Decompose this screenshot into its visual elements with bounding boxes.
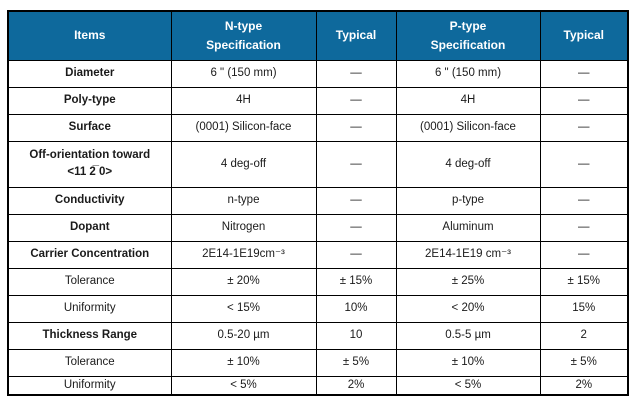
cell-poly-type-n-typical: —	[315, 86, 397, 115]
cell-uniformity-concentration-p-typical: 15%	[539, 294, 629, 323]
row-label-tolerance-concentration: Tolerance	[7, 267, 172, 296]
cell-surface-p-spec: (0001) Silicon-face	[395, 113, 541, 142]
row-label-uniformity-thickness: Uniformity	[7, 375, 172, 396]
cell-off-orientation-n-spec: 4 deg-off	[170, 140, 317, 188]
row-off-orientation: Off-orientation toward <11 2̅ 0> 4 deg-o…	[7, 140, 629, 188]
row-surface: Surface (0001) Silicon-face — (0001) Sil…	[7, 113, 629, 142]
row-label-carrier-concentration: Carrier Concentration	[7, 240, 172, 269]
cell-thickness-range-p-typical: 2	[539, 321, 629, 350]
col-header-n-type-line2: Specification	[206, 37, 281, 52]
cell-uniformity-concentration-n-spec: < 15%	[170, 294, 317, 323]
cell-carrier-concentration-n-typical: —	[315, 240, 397, 269]
cell-conductivity-n-typical: —	[315, 186, 397, 215]
cell-off-orientation-n-typical: —	[315, 140, 397, 188]
cell-uniformity-thickness-p-typical: 2%	[539, 375, 629, 396]
cell-dopant-p-typical: —	[539, 213, 629, 242]
cell-diameter-n-spec: 6 " (150 mm)	[170, 59, 317, 88]
cell-carrier-concentration-p-typical: —	[539, 240, 629, 269]
cell-uniformity-concentration-n-typical: 10%	[315, 294, 397, 323]
row-tolerance-concentration: Tolerance ± 20% ± 15% ± 25% ± 15%	[7, 267, 629, 296]
header-row: Items N-type Specification Typical P-typ…	[7, 10, 629, 61]
row-label-tolerance-thickness: Tolerance	[7, 348, 172, 377]
cell-carrier-concentration-p-spec: 2E14-1E19 cm⁻³	[395, 240, 541, 269]
off-orientation-label-line2: <11 2̅ 0>	[67, 166, 113, 178]
cell-poly-type-n-spec: 4H	[170, 86, 317, 115]
row-tolerance-thickness: Tolerance ± 10% ± 5% ± 10% ± 5%	[7, 348, 629, 377]
row-label-surface: Surface	[7, 113, 172, 142]
row-thickness-range: Thickness Range 0.5-20 µm 10 0.5-5 µm 2	[7, 321, 629, 350]
cell-off-orientation-p-typical: —	[539, 140, 629, 188]
cell-conductivity-n-spec: n-type	[170, 186, 317, 215]
cell-surface-n-typical: —	[315, 113, 397, 142]
cell-tolerance-concentration-p-spec: ± 25%	[395, 267, 541, 296]
cell-uniformity-concentration-p-spec: < 20%	[395, 294, 541, 323]
cell-surface-p-typical: —	[539, 113, 629, 142]
cell-conductivity-p-typical: —	[539, 186, 629, 215]
cell-diameter-p-spec: 6 " (150 mm)	[395, 59, 541, 88]
cell-uniformity-thickness-p-spec: < 5%	[395, 375, 541, 396]
cell-tolerance-concentration-n-spec: ± 20%	[170, 267, 317, 296]
row-dopant: Dopant Nitrogen — Aluminum —	[7, 213, 629, 242]
off-orientation-label-line1: Off-orientation toward	[29, 149, 151, 161]
col-header-p-type-line1: P-type	[449, 18, 487, 33]
cell-thickness-range-n-typical: 10	[315, 321, 397, 350]
cell-thickness-range-n-spec: 0.5-20 µm	[170, 321, 317, 350]
cell-surface-n-spec: (0001) Silicon-face	[170, 113, 317, 142]
col-header-p-type-specification: P-type Specification	[395, 10, 541, 61]
cell-tolerance-thickness-n-typical: ± 5%	[315, 348, 397, 377]
cell-diameter-n-typical: —	[315, 59, 397, 88]
cell-dopant-n-spec: Nitrogen	[170, 213, 317, 242]
cell-tolerance-thickness-p-spec: ± 10%	[395, 348, 541, 377]
cell-tolerance-thickness-n-spec: ± 10%	[170, 348, 317, 377]
row-label-dopant: Dopant	[7, 213, 172, 242]
cell-diameter-p-typical: —	[539, 59, 629, 88]
cell-poly-type-p-spec: 4H	[395, 86, 541, 115]
cell-uniformity-thickness-n-typical: 2%	[315, 375, 397, 396]
col-header-typical-n: Typical	[315, 10, 397, 61]
row-conductivity: Conductivity n-type — p-type —	[7, 186, 629, 215]
cell-uniformity-thickness-n-spec: < 5%	[170, 375, 317, 396]
col-header-n-type-specification: N-type Specification	[170, 10, 317, 61]
col-header-typical-p: Typical	[539, 10, 629, 61]
cell-tolerance-concentration-p-typical: ± 15%	[539, 267, 629, 296]
cell-dopant-n-typical: —	[315, 213, 397, 242]
row-uniformity-concentration: Uniformity < 15% 10% < 20% 15%	[7, 294, 629, 323]
row-label-uniformity-concentration: Uniformity	[7, 294, 172, 323]
row-label-conductivity: Conductivity	[7, 186, 172, 215]
row-label-thickness-range: Thickness Range	[7, 321, 172, 350]
cell-carrier-concentration-n-spec: 2E14-1E19cm⁻³	[170, 240, 317, 269]
col-header-items: Items	[7, 10, 172, 61]
row-label-diameter: Diameter	[7, 59, 172, 88]
cell-off-orientation-p-spec: 4 deg-off	[395, 140, 541, 188]
cell-thickness-range-p-spec: 0.5-5 µm	[395, 321, 541, 350]
cell-tolerance-thickness-p-typical: ± 5%	[539, 348, 629, 377]
wafer-spec-table: Items N-type Specification Typical P-typ…	[7, 10, 629, 396]
table-header: Items N-type Specification Typical P-typ…	[7, 10, 629, 61]
row-carrier-concentration: Carrier Concentration 2E14-1E19cm⁻³ — 2E…	[7, 240, 629, 269]
row-label-off-orientation: Off-orientation toward <11 2̅ 0>	[7, 140, 172, 188]
cell-poly-type-p-typical: —	[539, 86, 629, 115]
cell-conductivity-p-spec: p-type	[395, 186, 541, 215]
row-poly-type: Poly-type 4H — 4H —	[7, 86, 629, 115]
cell-dopant-p-spec: Aluminum	[395, 213, 541, 242]
col-header-p-type-line2: Specification	[430, 37, 506, 52]
col-header-n-type-line1: N-type	[224, 18, 263, 33]
cell-tolerance-concentration-n-typical: ± 15%	[315, 267, 397, 296]
row-label-poly-type: Poly-type	[7, 86, 172, 115]
row-uniformity-thickness: Uniformity < 5% 2% < 5% 2%	[7, 375, 629, 396]
table-body: Diameter 6 " (150 mm) — 6 " (150 mm) — P…	[7, 59, 629, 396]
row-diameter: Diameter 6 " (150 mm) — 6 " (150 mm) —	[7, 59, 629, 88]
